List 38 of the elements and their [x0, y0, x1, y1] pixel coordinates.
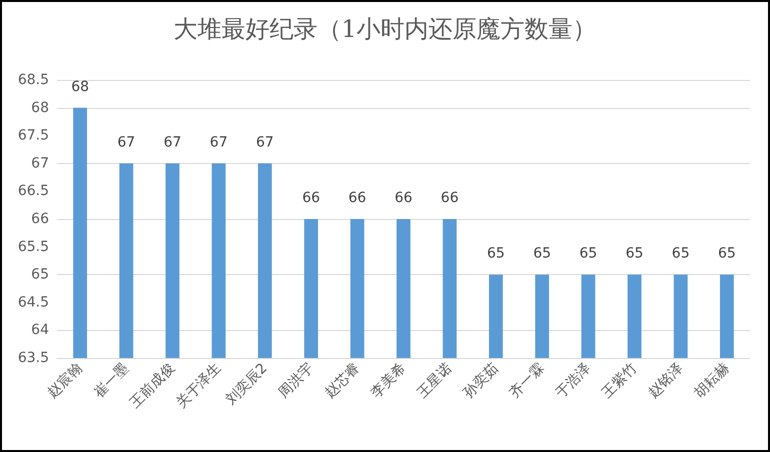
x-tick-label: 于浩泽 [552, 360, 594, 402]
data-label: 67 [256, 134, 274, 150]
x-tick-label: 周洪宇 [276, 360, 317, 402]
data-label: 66 [394, 190, 412, 206]
y-tick-label: 68.5 [18, 72, 49, 88]
x-tick-label: 刘奕辰2 [223, 360, 271, 408]
data-label: 65 [718, 246, 736, 262]
x-tick-label: 李美希 [368, 360, 410, 402]
y-tick-label: 64.5 [18, 294, 49, 310]
data-label: 67 [117, 134, 136, 150]
x-tick-label: 赵芯睿 [322, 360, 363, 402]
data-label: 66 [348, 190, 366, 206]
y-tick-label: 66 [31, 211, 50, 227]
y-tick-label: 67.5 [18, 128, 49, 144]
x-tick-label: 孙奕茹 [460, 360, 502, 402]
y-tick-label: 67 [31, 155, 49, 172]
data-label: 67 [210, 134, 228, 150]
y-tick-label: 68 [31, 100, 49, 116]
y-tick-label: 64 [31, 322, 50, 338]
x-tick-label: 王星诺 [414, 360, 456, 402]
data-label: 67 [164, 134, 182, 150]
data-label: 68 [71, 78, 90, 95]
x-tick-label: 齐一霖 [506, 360, 548, 402]
chart-title: 大堆最好纪录（1小时内还原魔方数量） [173, 15, 597, 43]
data-label: 66 [440, 190, 459, 206]
x-tick-label: 赵铭泽 [645, 360, 686, 402]
y-tick-label: 66.5 [18, 183, 49, 200]
x-tick-label: 胡耘赫 [692, 360, 733, 402]
data-label: 65 [579, 246, 598, 262]
data-label: 65 [533, 246, 552, 262]
y-tick-label: 63.5 [18, 350, 49, 366]
y-tick-label: 65.5 [18, 238, 49, 255]
data-label: 66 [302, 190, 320, 206]
data-label: 65 [626, 246, 644, 262]
y-tick-label: 65 [31, 266, 49, 283]
x-tick-label: 王紫竹 [599, 360, 640, 402]
data-label: 65 [486, 246, 505, 262]
data-label: 65 [672, 246, 690, 262]
